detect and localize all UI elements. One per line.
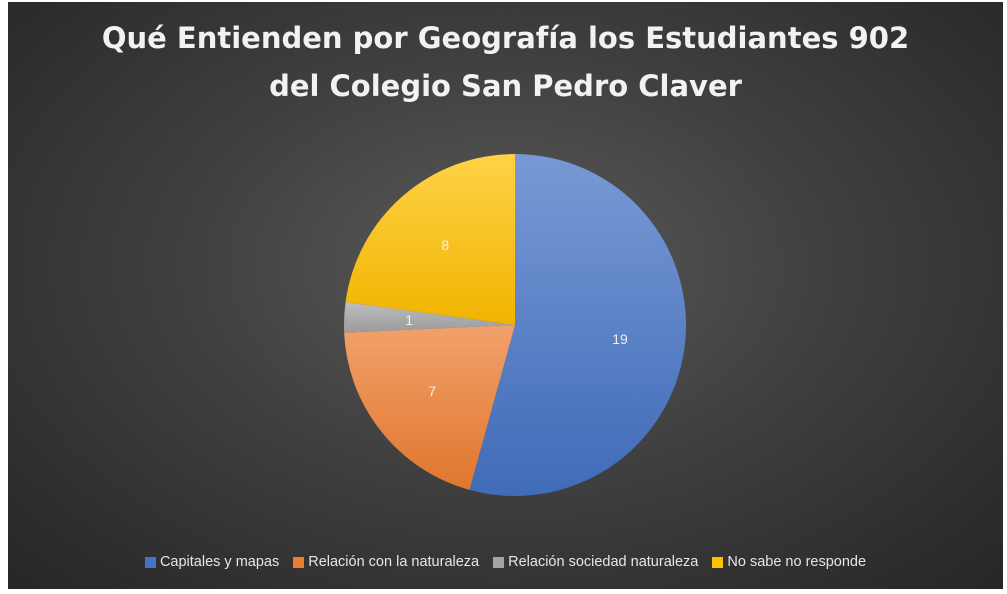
pie-chart: 19 7 1 8: [344, 153, 686, 496]
legend-item-capitales: Capitales y mapas: [144, 554, 280, 570]
pie-slice-no-sabe-no-responde: [345, 153, 515, 325]
chart-area: Qué Entienden por Geografía los Estudian…: [8, 2, 1003, 589]
pie-slice-relacion-sociedad-naturaleza: [344, 302, 515, 333]
pie-slices: [344, 153, 686, 496]
pie-slice-capitales-y-mapas: [469, 154, 686, 496]
legend-swatch-relacion-naturaleza: [293, 556, 305, 568]
legend-label-relacion-sociedad: Relación sociedad naturaleza: [508, 554, 699, 570]
chart-title-line-2: del Colegio San Pedro Claver: [269, 69, 742, 103]
chart-legend: Capitales y mapas Relación con la natura…: [8, 554, 1003, 570]
legend-swatch-no-sabe: [712, 556, 724, 568]
legend-swatch-relacion-sociedad: [493, 556, 505, 568]
legend-item-relacion-naturaleza: Relación con la naturaleza: [293, 554, 479, 570]
legend-item-no-sabe: No sabe no responde: [712, 554, 866, 570]
chart-title-line-1: Qué Entienden por Geografía los Estudian…: [101, 21, 910, 55]
data-label-relacion-sociedad-naturaleza: 1: [405, 312, 413, 328]
data-label-capitales-y-mapas: 19: [612, 331, 628, 347]
legend-label-capitales: Capitales y mapas: [159, 554, 280, 570]
legend-swatch-capitales: [144, 556, 156, 568]
legend-label-no-sabe: No sabe no responde: [727, 554, 867, 570]
data-label-no-sabe-no-responde: 8: [441, 237, 449, 253]
legend-item-relacion-sociedad: Relación sociedad naturaleza: [493, 554, 698, 570]
pie-data-labels: 19 7 1 8: [405, 237, 628, 399]
chart-title: Qué Entienden por Geografía los Estudian…: [8, 14, 1003, 110]
pie-slice-relacion-con-la-naturaleza: [344, 325, 515, 490]
legend-label-relacion-naturaleza: Relación con la naturaleza: [308, 554, 480, 570]
data-label-relacion-con-la-naturaleza: 7: [428, 383, 436, 399]
